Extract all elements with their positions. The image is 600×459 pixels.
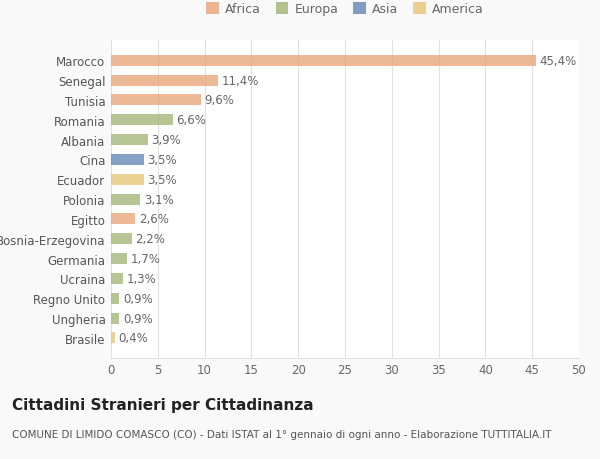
Bar [111,56,536,67]
Bar [111,293,119,304]
Bar [111,253,127,264]
Text: 0,4%: 0,4% [118,332,148,345]
Text: 6,6%: 6,6% [176,114,206,127]
Text: 3,5%: 3,5% [148,174,177,186]
Bar [111,214,136,225]
Bar [111,313,119,324]
Text: 45,4%: 45,4% [539,55,577,67]
Bar [111,333,115,344]
Bar [111,174,144,185]
Text: 2,6%: 2,6% [139,213,169,226]
Bar [111,274,123,284]
Text: Cittadini Stranieri per Cittadinanza: Cittadini Stranieri per Cittadinanza [12,397,314,412]
Text: 3,5%: 3,5% [148,154,177,167]
Bar [111,155,144,166]
Bar [111,135,148,146]
Text: 9,6%: 9,6% [205,94,235,107]
Bar [111,75,218,86]
Bar [111,234,131,245]
Text: 1,7%: 1,7% [131,252,161,265]
Bar [111,115,173,126]
Legend: Africa, Europa, Asia, America: Africa, Europa, Asia, America [206,3,484,16]
Text: 0,9%: 0,9% [123,292,153,305]
Text: COMUNE DI LIMIDO COMASCO (CO) - Dati ISTAT al 1° gennaio di ogni anno - Elaboraz: COMUNE DI LIMIDO COMASCO (CO) - Dati IST… [12,429,551,439]
Text: 1,3%: 1,3% [127,272,157,285]
Text: 11,4%: 11,4% [221,74,259,87]
Bar [111,95,201,106]
Text: 2,2%: 2,2% [136,233,165,246]
Text: 3,9%: 3,9% [151,134,181,147]
Bar [111,194,140,205]
Text: 0,9%: 0,9% [123,312,153,325]
Text: 3,1%: 3,1% [144,193,173,206]
